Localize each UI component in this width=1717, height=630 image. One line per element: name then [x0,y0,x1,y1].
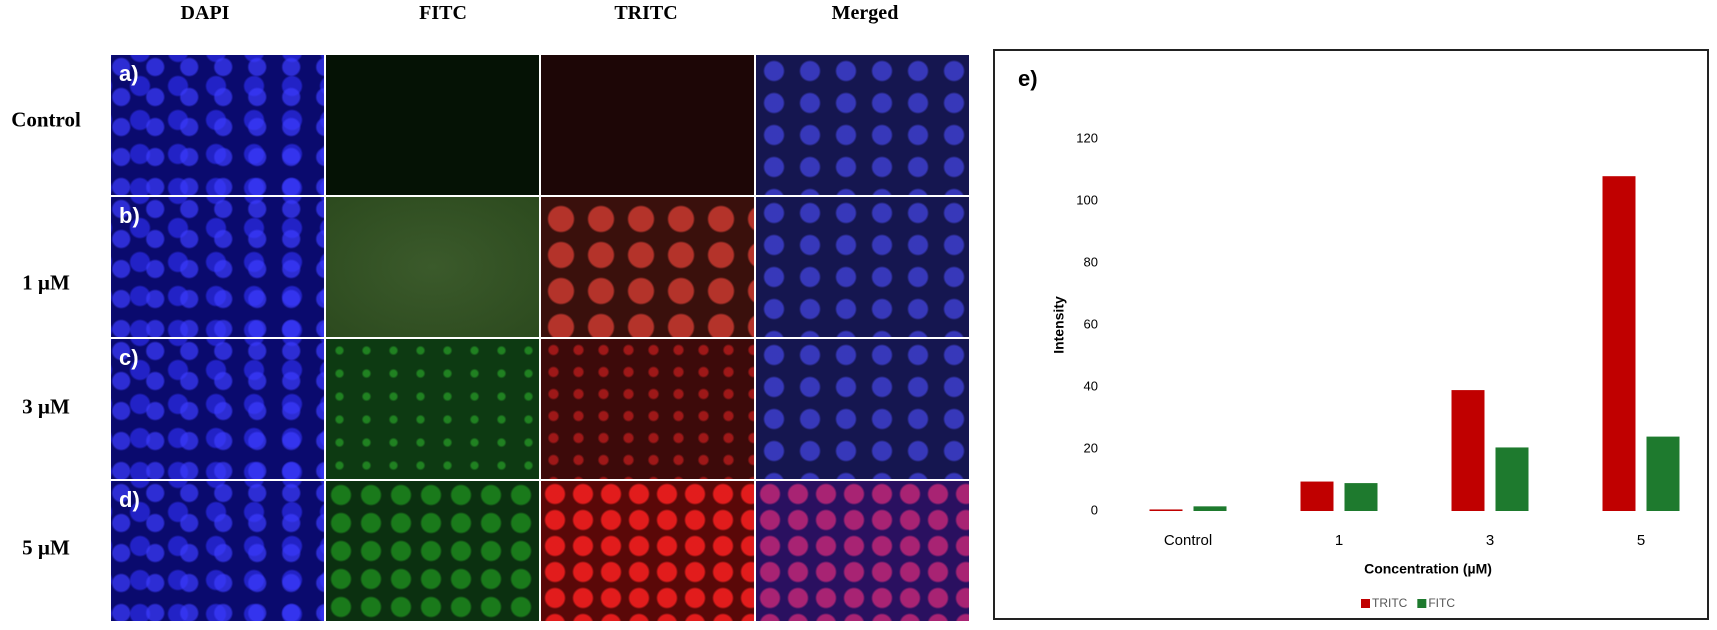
micrograph: d) [111,481,324,621]
bar [1602,176,1636,511]
legend-swatch [1361,599,1370,608]
micrograph [756,197,969,337]
panel-letter: e) [1018,66,1038,91]
panel-letter: a) [119,61,139,86]
row-label: 3 µM [22,394,70,419]
micrograph [756,55,969,195]
micrograph [541,197,754,337]
micrograph: b) [111,197,324,337]
panel-letter: b) [119,203,140,228]
x-axis-title: Concentration (µM) [1364,561,1492,577]
bar [1646,436,1680,511]
row-label: 5 µM [22,535,70,560]
column-header: DAPI [180,2,230,24]
micrograph: a) [111,55,324,195]
bar [1495,447,1529,511]
legend-label: TRITC [1372,596,1408,610]
micrograph [541,481,754,621]
y-tick-label: 0 [1091,502,1098,517]
panel-letter: d) [119,487,140,512]
column-header: TRITC [614,2,678,24]
legend-label: FITC [1428,596,1455,610]
y-tick-label: 40 [1084,378,1098,393]
micrograph [541,55,754,195]
micrograph [756,339,969,479]
micrograph [756,481,969,621]
micrograph [326,197,539,337]
x-tick-label: 3 [1486,532,1494,549]
column-header: Merged [831,2,899,24]
legend-swatch [1417,599,1427,608]
bar [1149,509,1183,511]
bar [1300,481,1334,511]
x-tick-label: Control [1164,532,1212,549]
chart-frame [993,49,1709,620]
row-label: Control [11,107,81,132]
y-tick-label: 80 [1084,254,1098,269]
x-tick-label: 5 [1637,532,1645,549]
micrograph: c) [111,339,324,479]
micrograph [541,339,754,479]
row-label: 1 µM [22,270,70,295]
x-tick-label: 1 [1335,532,1343,549]
column-header: FITC [419,2,467,24]
y-axis-title: Intensity [1051,296,1067,354]
micrograph [326,55,539,195]
micrograph [326,339,539,479]
bar [1451,390,1485,511]
y-tick-label: 20 [1084,440,1098,455]
y-tick-label: 100 [1076,192,1098,207]
panel-letter: c) [119,345,139,370]
y-tick-label: 60 [1084,316,1098,331]
micrograph [326,481,539,621]
bar [1193,506,1227,511]
bar [1344,483,1378,511]
y-tick-label: 120 [1076,130,1098,145]
